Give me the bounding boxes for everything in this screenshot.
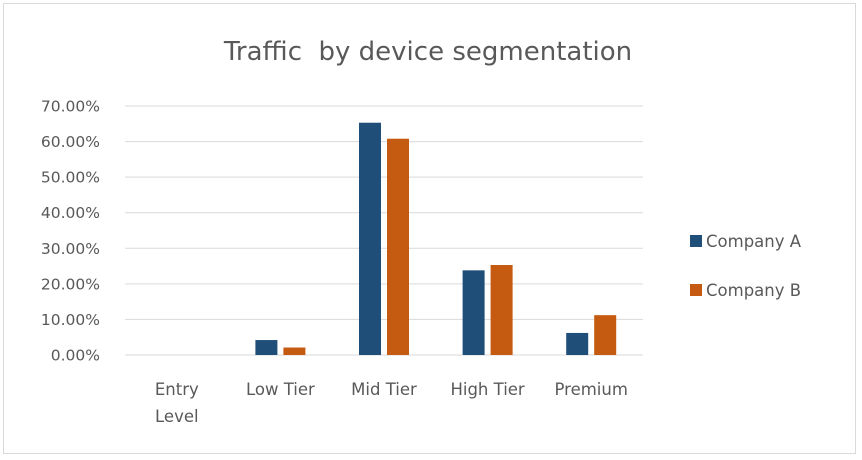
y-axis: 0.00% 10.00% 20.00% 30.00% 40.00% 50.00% 60.00…: [41, 98, 100, 365]
bar-company-a: [462, 270, 485, 355]
y-tick-label: 40.00%: [41, 204, 100, 222]
bar-company-a: [566, 332, 589, 355]
chart-area: [3, 3, 856, 454]
chart-title: Traffic by device segmentation: [223, 37, 632, 67]
legend: Company A Company B: [690, 232, 802, 300]
y-tick-label: 10.00%: [41, 311, 100, 329]
x-tick-label: Low Tier: [246, 380, 315, 399]
bar-company-a: [255, 340, 278, 355]
x-tick-label: High Tier: [450, 380, 524, 399]
y-tick-label: 30.00%: [41, 240, 100, 258]
y-tick-label: 0.00%: [51, 347, 100, 365]
y-tick-label: 70.00%: [41, 98, 100, 116]
y-tick-label: 50.00%: [41, 169, 100, 187]
bar-company-a: [359, 122, 381, 356]
bar-company-b: [387, 138, 409, 355]
bar-company-b: [490, 265, 513, 355]
x-tick-label: Mid Tier: [351, 380, 417, 399]
y-tick-label: 20.00%: [41, 275, 100, 293]
legend-swatch: [690, 235, 702, 247]
x-tick-label: Premium: [554, 380, 627, 399]
y-tick-label: 60.00%: [41, 133, 100, 151]
x-tick-label: Entry Level: [155, 380, 199, 426]
gridlines: [125, 105, 643, 356]
legend-label: Company A: [706, 232, 802, 251]
bar-company-b: [283, 347, 306, 355]
legend-swatch: [690, 284, 702, 296]
x-axis: Entry Level Low Tier Mid Tier High Tier Premi…: [155, 380, 628, 426]
legend-label: Company B: [706, 281, 801, 300]
bars: [255, 122, 617, 356]
bar-company-b: [594, 315, 617, 355]
